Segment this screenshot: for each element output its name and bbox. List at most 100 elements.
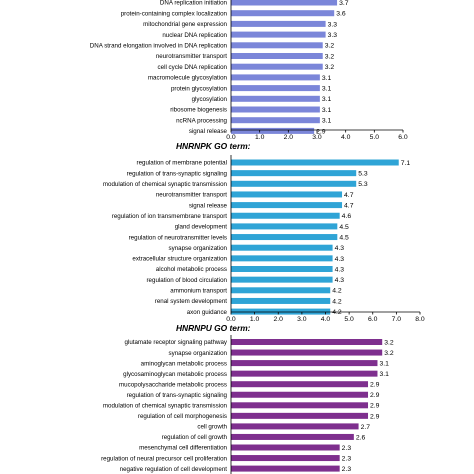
category-label: regulation of ion transmembrane transpor…: [112, 213, 227, 220]
category-label: negative regulation of cell development: [120, 466, 228, 473]
x-tick-label: 5.0: [344, 316, 354, 323]
data-label: 2.6: [356, 434, 366, 441]
data-label: 2.9: [316, 128, 326, 135]
category-label: mitochondrial gene expression: [143, 21, 227, 28]
data-label: 3.1: [322, 75, 332, 82]
data-label: 4.3: [335, 266, 345, 273]
category-label: alcohol metabolic process: [156, 266, 227, 273]
x-tick-label: 2.0: [284, 134, 294, 141]
bar: [231, 53, 323, 59]
bar: [231, 0, 338, 6]
x-tick-label: 2.0: [274, 316, 284, 323]
bar: [231, 412, 369, 419]
data-label: 3.2: [325, 64, 335, 71]
bar: [231, 10, 335, 17]
bar: [231, 287, 331, 294]
bar: [231, 191, 343, 198]
bar: [231, 117, 320, 124]
category-label: nuclear DNA replication: [162, 32, 227, 39]
category-label: protein-containing complex localization: [121, 10, 228, 17]
x-tick-label: 4.0: [341, 134, 351, 141]
x-tick-label: 5.0: [370, 134, 380, 141]
category-label: signal release: [189, 202, 228, 209]
category-label: cell growth: [197, 424, 227, 431]
data-label: 4.2: [332, 298, 342, 305]
x-tick-label: 3.0: [312, 134, 322, 141]
bar: [231, 74, 320, 81]
category-label: glycosylation: [192, 96, 228, 103]
category-label: cell cycle DNA replication: [158, 64, 228, 71]
category-label: mesenchymal cell differentiation: [139, 445, 227, 452]
x-tick-label: 0.0: [226, 134, 236, 141]
bar: [231, 223, 338, 230]
data-label: 4.5: [339, 234, 349, 241]
bar: [231, 170, 357, 177]
bar: [231, 433, 354, 440]
bar: [231, 106, 320, 113]
x-tick-label: 6.0: [368, 316, 378, 323]
category-label: ribosome biogenesis: [170, 107, 227, 114]
bar: [231, 180, 357, 187]
category-label: mucopolysaccharide metabolic process: [119, 381, 227, 388]
category-label: gland development: [175, 224, 228, 231]
category-label: DNA replication initiation: [160, 0, 228, 7]
category-label: regulation of neural precursor cell prol…: [101, 455, 227, 462]
data-label: 3.6: [336, 11, 346, 18]
bar: [231, 159, 399, 166]
category-label: regulation of blood circulation: [147, 277, 228, 284]
data-label: 4.2: [332, 309, 342, 316]
bar: [231, 391, 369, 398]
bar: [231, 127, 315, 134]
x-tick-label: 4.0: [321, 316, 331, 323]
bar: [231, 212, 340, 219]
bar: [231, 31, 326, 38]
data-label: 3.2: [384, 339, 394, 346]
category-label: synapse organization: [169, 245, 228, 252]
bar: [231, 297, 331, 304]
bar: [231, 423, 359, 430]
category-label: regulation of cell morphogenesis: [138, 413, 227, 420]
data-label: 3.2: [384, 350, 394, 357]
category-label: regulation of cell growth: [162, 434, 228, 441]
bar: [231, 255, 333, 262]
data-label: 3.7: [339, 0, 349, 7]
bar: [231, 349, 383, 356]
category-label: regulation of membrane potential: [137, 160, 227, 167]
data-label: 4.6: [342, 213, 352, 220]
category-label: synapse organization: [169, 350, 228, 357]
x-tick-label: 8.0: [415, 316, 425, 323]
chart-title: HNRNPU GO term:: [176, 323, 251, 333]
bar: [231, 234, 338, 241]
data-label: 2.3: [342, 445, 352, 452]
category-label: glycosaminoglycan metabolic process: [123, 371, 227, 378]
category-label: neurotransmitter transport: [156, 53, 227, 60]
category-label: macromolecule glycosylation: [148, 75, 228, 82]
data-label: 3.1: [379, 371, 389, 378]
bar: [231, 266, 333, 272]
data-label: 3.3: [328, 32, 338, 39]
bar: [231, 402, 369, 409]
data-label: 3.1: [322, 118, 332, 125]
bar: [231, 339, 383, 345]
bar: [231, 455, 340, 462]
data-label: 3.2: [325, 43, 335, 50]
bar: [231, 63, 323, 70]
bar: [231, 276, 333, 283]
data-label: 4.3: [335, 256, 345, 263]
category-label: modulation of chemical synaptic transmis…: [103, 403, 228, 410]
data-label: 5.3: [358, 181, 368, 188]
bar: [231, 360, 378, 367]
category-label: ncRNA processing: [176, 117, 227, 124]
category-label: aminoglycan metabolic process: [141, 360, 227, 367]
category-label: renal system development: [155, 298, 228, 305]
data-label: 3.1: [322, 86, 332, 93]
category-label: regulation of trans-synaptic signaling: [127, 170, 228, 177]
category-label: protein glycosylation: [171, 85, 228, 92]
data-label: 2.9: [370, 403, 380, 410]
data-label: 7.1: [401, 160, 411, 167]
data-label: 3.1: [322, 107, 332, 114]
data-label: 4.2: [332, 288, 342, 295]
data-label: 4.3: [335, 245, 345, 252]
x-tick-label: 3.0: [297, 316, 307, 323]
bar: [231, 381, 369, 388]
